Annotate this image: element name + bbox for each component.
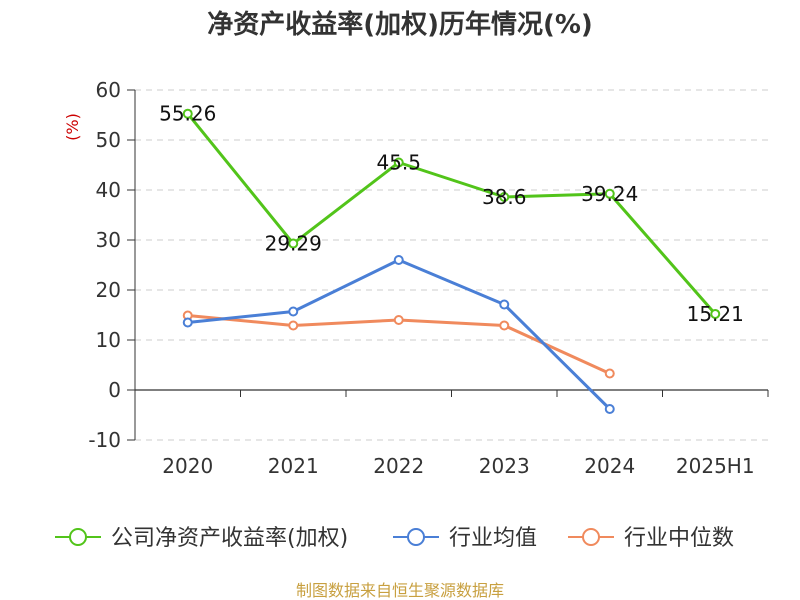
data-label: 45.5 bbox=[376, 151, 421, 175]
data-point bbox=[499, 299, 510, 310]
data-point bbox=[604, 188, 615, 199]
legend: 公司净资产收益率(加权) 行业均值 行业中位数 bbox=[55, 526, 734, 551]
y-tick-label: 60 bbox=[96, 78, 121, 102]
data-label: 39.24 bbox=[581, 182, 638, 206]
data-point bbox=[710, 308, 721, 319]
data-label: 55.26 bbox=[159, 102, 216, 126]
series-group bbox=[182, 108, 721, 414]
data-point bbox=[182, 317, 193, 328]
legend-marker bbox=[69, 528, 87, 546]
data-point bbox=[393, 157, 404, 168]
data-point bbox=[393, 255, 404, 265]
x-tick-label: 2025H1 bbox=[676, 454, 755, 478]
data-point bbox=[604, 368, 615, 379]
data-point bbox=[393, 315, 404, 325]
data-label: 38.6 bbox=[482, 185, 527, 209]
y-tick-label: 10 bbox=[96, 328, 121, 352]
y-tick-label: 50 bbox=[96, 128, 121, 152]
data-point bbox=[288, 238, 299, 249]
y-tick-label: 0 bbox=[108, 378, 121, 402]
data-point bbox=[499, 320, 510, 331]
x-tick-label: 2021 bbox=[268, 454, 319, 478]
legend-marker bbox=[407, 528, 425, 546]
source-note: 制图数据来自恒生聚源数据库 bbox=[296, 581, 504, 600]
data-point bbox=[182, 108, 193, 119]
legend-marker bbox=[582, 528, 600, 546]
legend-label: 公司净资产收益率(加权) bbox=[111, 526, 348, 551]
data-labels: 55.26 29.29 45.5 38.6 39.24 15.21 bbox=[159, 102, 744, 326]
data-point bbox=[288, 320, 299, 331]
y-tick-label: 20 bbox=[96, 278, 121, 302]
data-label: 15.21 bbox=[687, 302, 744, 326]
series-line bbox=[187, 258, 611, 411]
y-tick-label: 40 bbox=[96, 178, 121, 202]
x-tick-label: 2022 bbox=[373, 454, 424, 478]
y-tick-label: 30 bbox=[96, 228, 121, 252]
data-label: 29.29 bbox=[265, 232, 322, 256]
x-tick-label: 2024 bbox=[584, 454, 635, 478]
x-tick-label: 2020 bbox=[162, 454, 213, 478]
axes: 60 50 40 30 20 10 0 -10 2020 2021 2022 2023 2024 2025… bbox=[88, 78, 769, 478]
x-tick-label: 2023 bbox=[479, 454, 530, 478]
data-point bbox=[604, 404, 615, 414]
legend-label: 行业均值 bbox=[449, 526, 537, 551]
data-point bbox=[499, 192, 510, 202]
data-point bbox=[288, 306, 299, 317]
chart-title: 净资产收益率(加权)历年情况(%) bbox=[207, 9, 593, 40]
y-tick-label: -10 bbox=[88, 428, 121, 452]
y-axis-unit: (%) bbox=[63, 113, 82, 141]
series-line bbox=[186, 112, 717, 315]
legend-label: 行业中位数 bbox=[624, 526, 734, 551]
